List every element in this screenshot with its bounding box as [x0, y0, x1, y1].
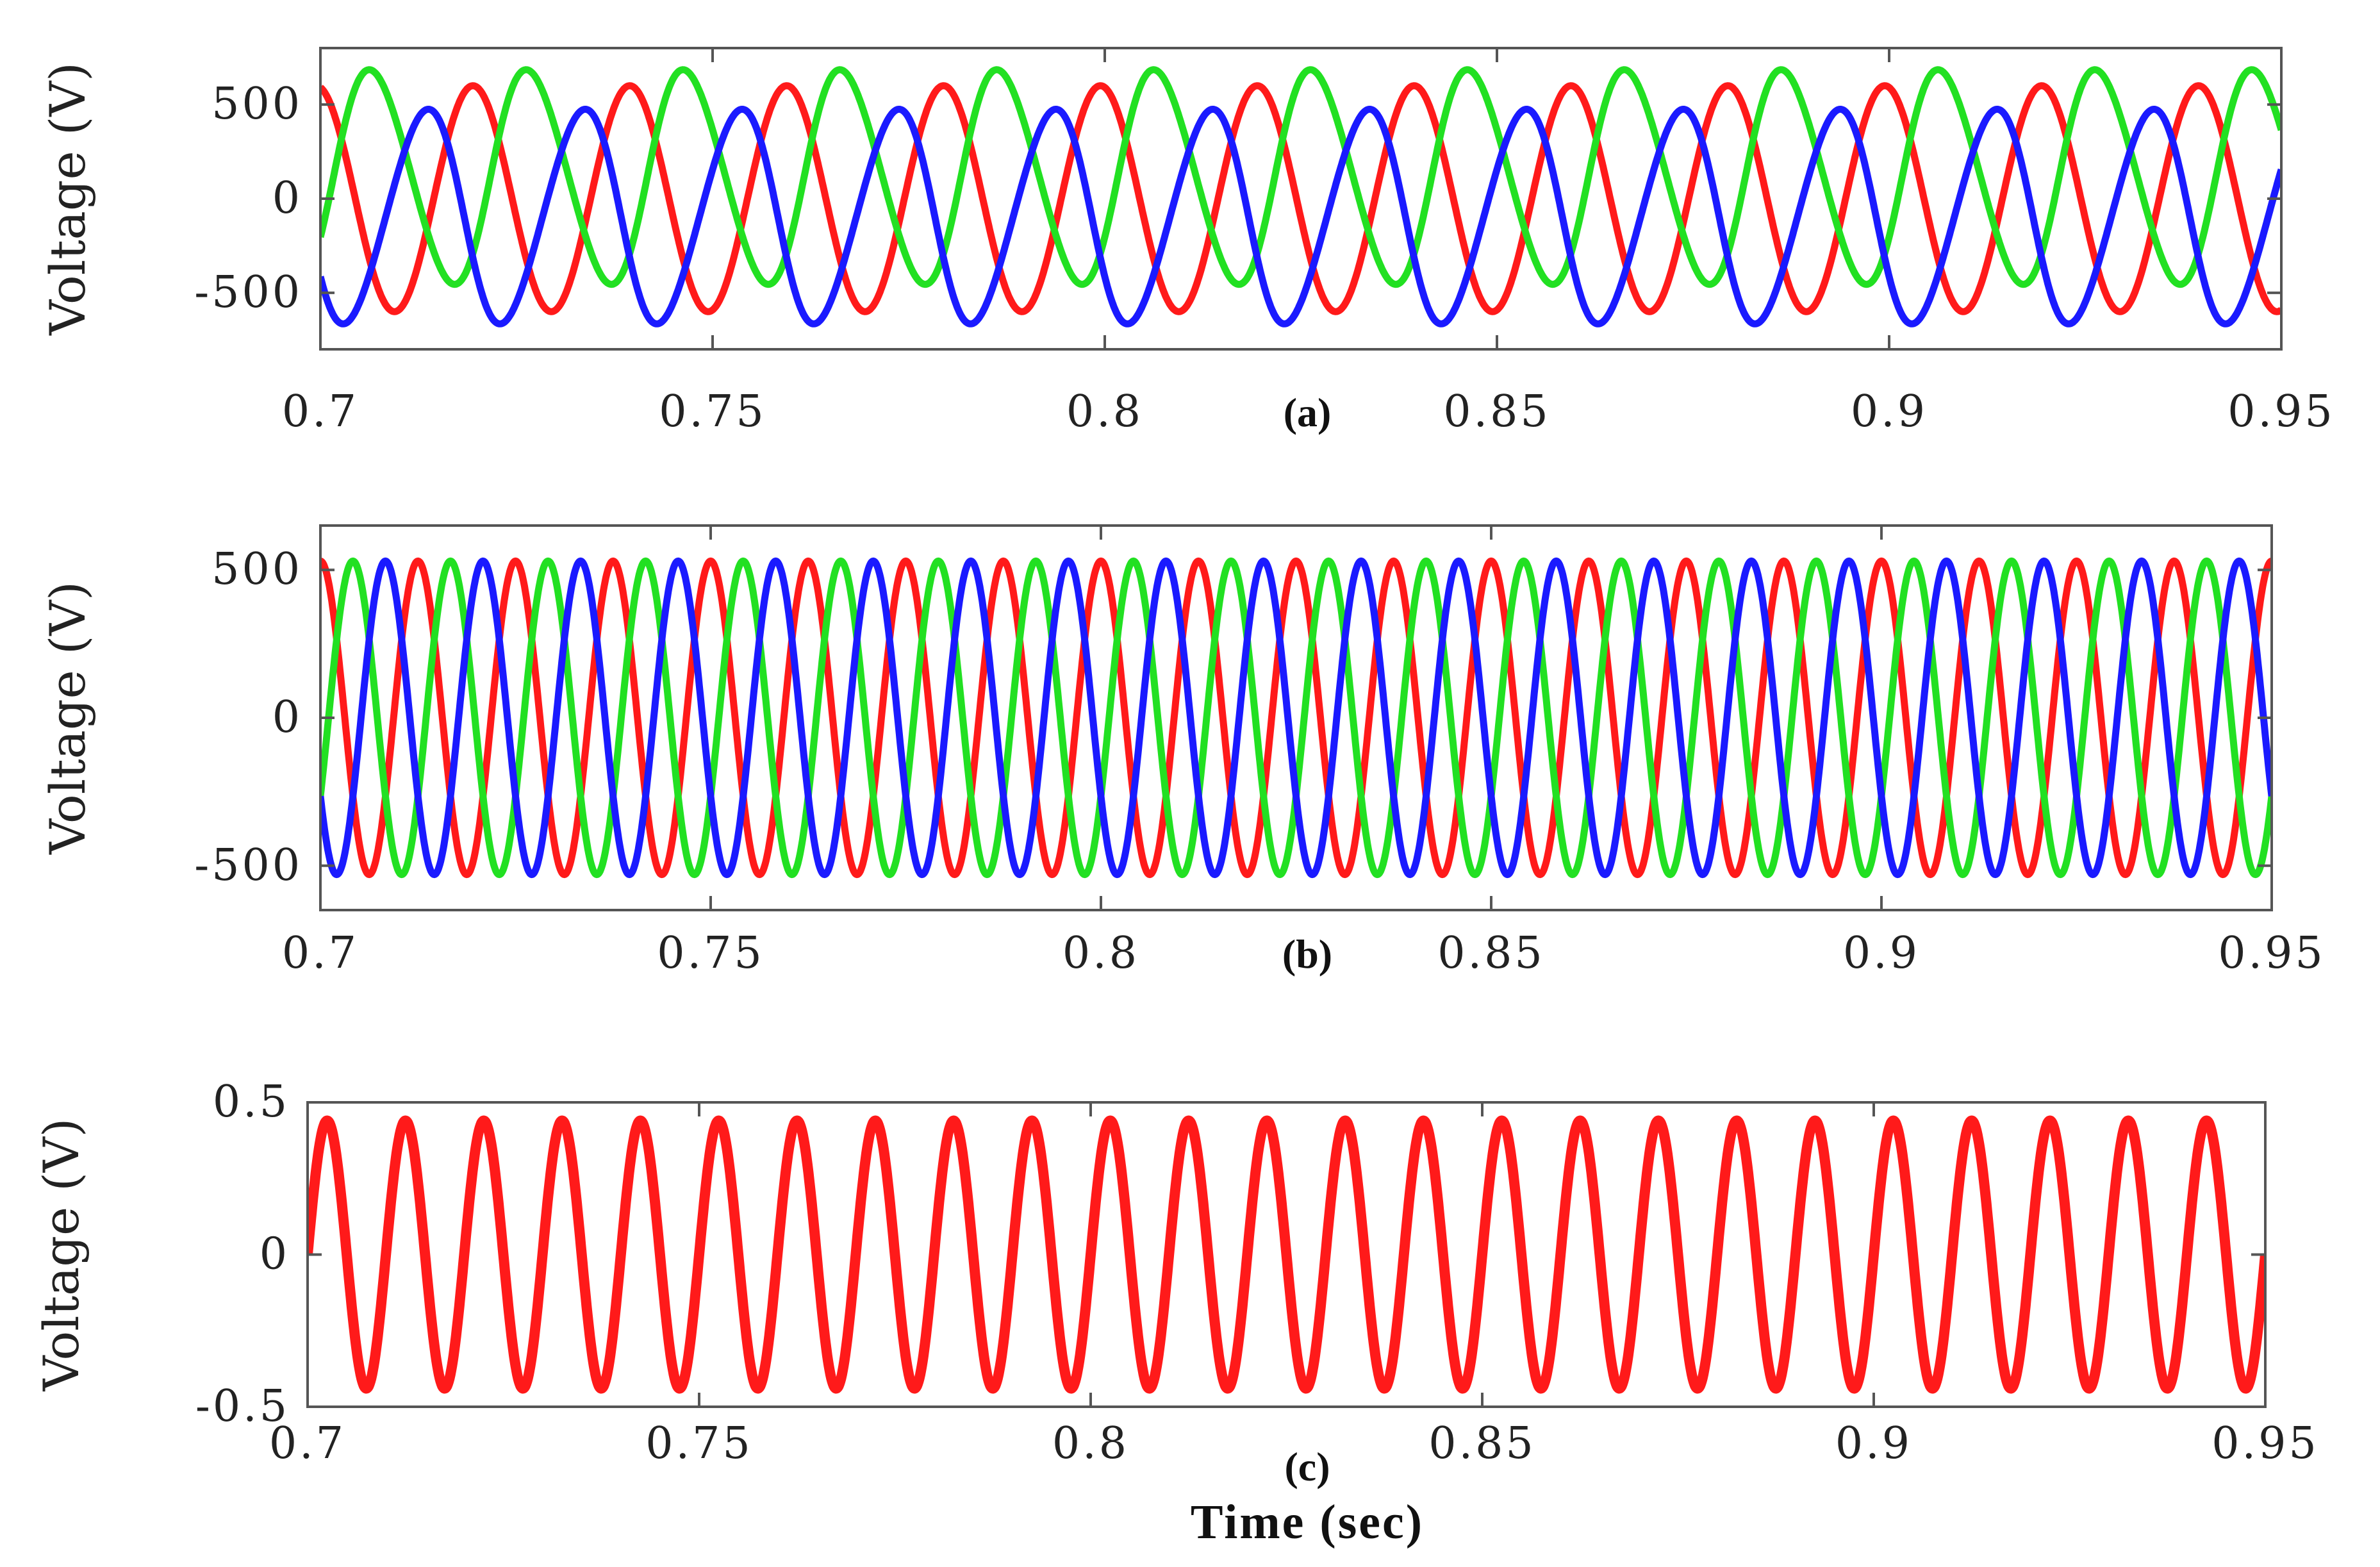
- plot-area: [308, 1115, 2265, 1394]
- y-tick-label: -500: [194, 267, 302, 318]
- x-tick-label: 0.85: [1437, 928, 1544, 979]
- x-tick-label: 0.95: [2211, 1418, 2318, 1469]
- y-axis-title: Voltage (V): [39, 581, 96, 855]
- panel-c: 0.7 0.75 0.8 0.85 0.9 0.95 0.5 0 -0.5 Voltage (V)…: [33, 1077, 2318, 1489]
- y-tick-label: 500: [211, 79, 302, 129]
- x-tick-label: 0.75: [659, 386, 766, 437]
- x-tick-label: 0.95: [2227, 386, 2335, 437]
- series-line-2: [320, 66, 2281, 288]
- series-line-1: [320, 82, 2281, 315]
- y-tick-label: 0: [260, 1229, 290, 1280]
- x-axis-title: Time (sec): [1191, 1495, 1424, 1549]
- y-tick-label: -500: [194, 840, 302, 891]
- x-tick-label: 0.7: [269, 1418, 346, 1469]
- x-tick-label: 0.85: [1443, 386, 1550, 437]
- panel-label: (a): [1284, 390, 1332, 435]
- x-tick-label: 0.7: [282, 386, 359, 437]
- series-line-1: [308, 1115, 2265, 1394]
- plot-frame: [319, 524, 2273, 911]
- x-tick-label: 0.85: [1428, 1418, 1535, 1469]
- y-tick-label: 0: [272, 173, 302, 224]
- series-line-3: [320, 106, 2281, 327]
- y-axis-title: Voltage (V): [39, 62, 96, 336]
- plot-area: [320, 66, 2281, 327]
- series-line-3: [320, 557, 2272, 879]
- x-tick-label: 0.75: [657, 928, 764, 979]
- x-tick-label: 0.9: [1851, 386, 1928, 437]
- panel-b: 0.7 0.75 0.8 0.85 0.9 0.95 500 0 -500 Voltage (V)…: [39, 524, 2325, 979]
- y-tick-label: 500: [211, 544, 302, 595]
- series-line-2: [320, 557, 2272, 879]
- x-tick-label: 0.8: [1062, 928, 1139, 979]
- y-tick-label: 0.5: [213, 1077, 290, 1127]
- series-line-1: [320, 557, 2272, 879]
- y-tick-label: 0: [272, 692, 302, 743]
- panel-a: 0.7 0.75 0.8 0.85 0.9 0.95 500 0 -500 Voltage (V)…: [39, 47, 2335, 437]
- x-tick-label: 0.9: [1835, 1418, 1912, 1469]
- x-tick-label: 0.95: [2218, 928, 2325, 979]
- y-axis-title: Voltage (V): [33, 1118, 90, 1392]
- x-tick-label: 0.8: [1066, 386, 1143, 437]
- panel-label: (c): [1284, 1444, 1330, 1489]
- plot-area: [320, 557, 2272, 879]
- x-tick-label: 0.9: [1843, 928, 1920, 979]
- x-tick-label: 0.75: [645, 1418, 752, 1469]
- panel-label: (b): [1282, 931, 1332, 977]
- x-tick-label: 0.7: [282, 928, 359, 979]
- y-tick-label: -0.5: [195, 1381, 290, 1432]
- x-tick-label: 0.8: [1052, 1418, 1129, 1469]
